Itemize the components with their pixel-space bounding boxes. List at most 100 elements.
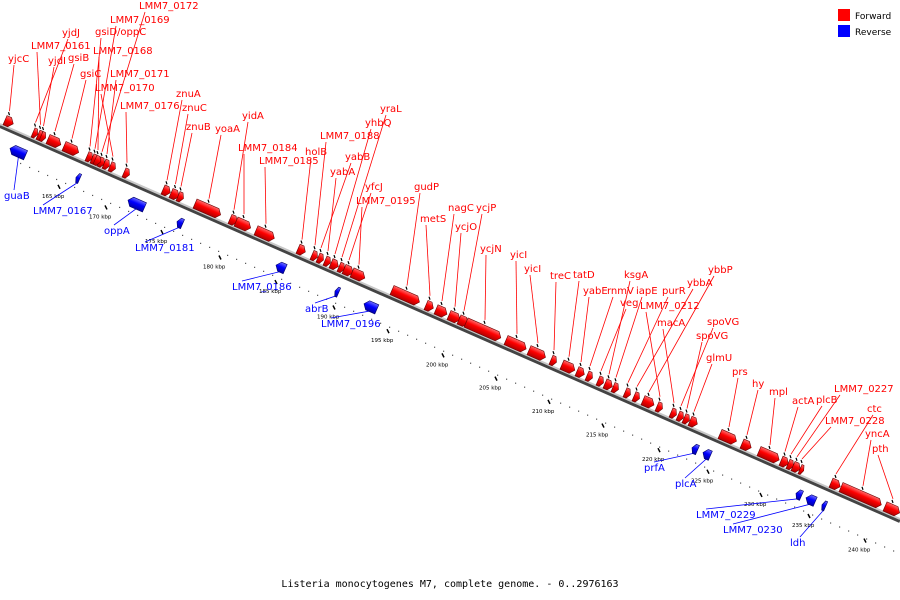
forward-gene-arrow <box>309 249 318 262</box>
scale-tick-label: 205 kbp <box>479 386 502 392</box>
forward-gene-arrow <box>295 243 306 256</box>
forward-gene-yral[interactable] <box>336 261 347 274</box>
forward-gene-yabe[interactable] <box>574 366 586 379</box>
forward-gene-arrow <box>389 285 420 306</box>
reverse-gene-lmm7-0186[interactable] <box>274 261 288 275</box>
forward-gene-gsib[interactable] <box>45 134 63 149</box>
scale-tick-label: 180 kbp <box>203 264 226 270</box>
forward-gene-iape[interactable] <box>610 382 621 394</box>
forward-gene-purr[interactable] <box>622 387 633 400</box>
forward-gene-ycjn[interactable] <box>463 317 503 342</box>
gene-marker <box>692 412 695 416</box>
forward-gene-tatd[interactable] <box>559 359 577 375</box>
forward-gene-yoaa[interactable] <box>192 198 223 219</box>
forward-gene-maca[interactable] <box>668 407 679 420</box>
forward-gene-znuc[interactable] <box>168 188 181 201</box>
forward-gene-prs[interactable] <box>717 429 739 445</box>
forward-gene-gudp[interactable] <box>389 285 421 306</box>
forward-gene-znua[interactable] <box>160 184 172 197</box>
reverse-gene-arrow <box>9 145 28 161</box>
forward-gene-yjcc[interactable] <box>2 115 15 129</box>
forward-gene-arrow <box>38 131 46 143</box>
forward-gene-glmu[interactable] <box>687 415 699 428</box>
position-dot <box>317 294 319 296</box>
gene-marker <box>768 445 771 450</box>
forward-gene-gsic[interactable] <box>61 141 81 158</box>
forward-gene-arrow <box>463 317 502 342</box>
forward-gene-ynca[interactable] <box>838 482 883 510</box>
forward-gene-plcb[interactable] <box>785 458 796 471</box>
forward-gene-yaba[interactable] <box>322 255 333 268</box>
forward-gene-yfcj[interactable] <box>341 264 355 277</box>
forward-gene-arrow <box>717 429 737 445</box>
leader-gsid-oppc <box>89 37 102 147</box>
forward-gene-znub[interactable] <box>175 191 186 204</box>
forward-gene-rnmv[interactable] <box>584 370 595 383</box>
forward-gene-hy[interactable] <box>739 438 753 452</box>
forward-gene-arrow <box>882 501 900 517</box>
scale-tick-label: 185 kbp <box>259 289 282 295</box>
forward-gene-yhbq[interactable] <box>328 258 340 271</box>
forward-gene-yjdi[interactable] <box>38 131 48 143</box>
forward-gene-acta[interactable] <box>778 455 790 468</box>
forward-gene-lmm7-0228[interactable] <box>797 464 806 476</box>
forward-gene-trec[interactable] <box>548 354 559 367</box>
forward-gene-ksga[interactable] <box>602 378 614 391</box>
forward-gene-pth[interactable] <box>882 501 900 518</box>
reverse-gene-lmm7-0196[interactable] <box>362 299 380 315</box>
forward-gene-yici[interactable] <box>503 335 528 353</box>
forward-gene-lmm7-0168[interactable] <box>92 154 103 167</box>
position-dot <box>623 430 625 432</box>
forward-gene-ybba[interactable] <box>631 391 642 404</box>
scale-tick-label: 200 kbp <box>426 362 449 368</box>
gene-marker <box>357 265 360 269</box>
reverse-gene-abrb[interactable] <box>333 286 342 298</box>
forward-gene-spovg[interactable] <box>681 413 692 426</box>
forward-gene-mpl[interactable] <box>756 446 781 465</box>
gene-marker <box>745 435 748 440</box>
forward-gene-arrow <box>610 382 619 394</box>
reverse-gene-arrow <box>176 217 185 230</box>
reverse-gene-plca[interactable] <box>701 448 713 461</box>
forward-gene-lmm7-0195[interactable] <box>349 267 367 283</box>
forward-gene-lmm7-0185[interactable] <box>253 225 276 243</box>
forward-gene-gsid-oppc[interactable] <box>84 151 95 164</box>
leader-yaba <box>327 177 337 251</box>
forward-gene-nagc[interactable] <box>433 304 449 319</box>
forward-gene-lmm7-0176[interactable] <box>121 167 132 180</box>
forward-gene-lmm7-0171[interactable] <box>101 158 112 171</box>
forward-gene-arrow <box>654 401 663 413</box>
reverse-gene-lmm7-0181[interactable] <box>175 217 185 230</box>
forward-gene-lmm7-0170[interactable] <box>107 161 118 174</box>
scale-tick-mark <box>657 447 661 453</box>
gene-marker <box>515 334 518 339</box>
forward-gene-spovg[interactable] <box>675 410 686 423</box>
forward-gene-yabb[interactable] <box>315 252 326 265</box>
reverse-gene-lmm7-0229[interactable] <box>794 489 804 501</box>
forward-gene-ycjo[interactable] <box>446 310 462 324</box>
forward-gene-lmm7-0227[interactable] <box>790 461 802 473</box>
forward-gene-label-znuc: znuC <box>182 103 207 114</box>
forward-gene-veg[interactable] <box>595 375 606 388</box>
position-dot <box>830 522 832 524</box>
forward-gene-mets[interactable] <box>423 299 435 312</box>
forward-gene-holb[interactable] <box>295 243 307 256</box>
forward-gene-yjdj[interactable] <box>30 127 40 139</box>
reverse-gene-oppa[interactable] <box>126 196 147 213</box>
scale-tick-label: 165 kbp <box>42 194 65 200</box>
forward-gene-lmm7-0184[interactable] <box>233 216 253 233</box>
forward-gene-yici[interactable] <box>526 345 548 362</box>
reverse-gene-lmm7-0167[interactable] <box>74 173 83 184</box>
forward-gene-ctc[interactable] <box>828 477 842 491</box>
forward-gene-arrow <box>315 252 324 264</box>
reverse-gene-prfa[interactable] <box>690 443 700 456</box>
reverse-gene-ldh[interactable] <box>820 500 829 512</box>
reverse-gene-label-lmm7-0186: LMM7_0186 <box>232 282 292 293</box>
leader-lmm7-0170 <box>100 93 114 157</box>
forward-gene-ybbp[interactable] <box>640 395 656 410</box>
forward-gene-lmm7-0212[interactable] <box>654 401 665 414</box>
reverse-gene-lmm7-0230[interactable] <box>804 493 818 507</box>
forward-gene-lmm7-0188[interactable] <box>309 249 320 262</box>
forward-gene-yida[interactable] <box>227 213 239 226</box>
reverse-gene-guab[interactable] <box>8 144 28 161</box>
